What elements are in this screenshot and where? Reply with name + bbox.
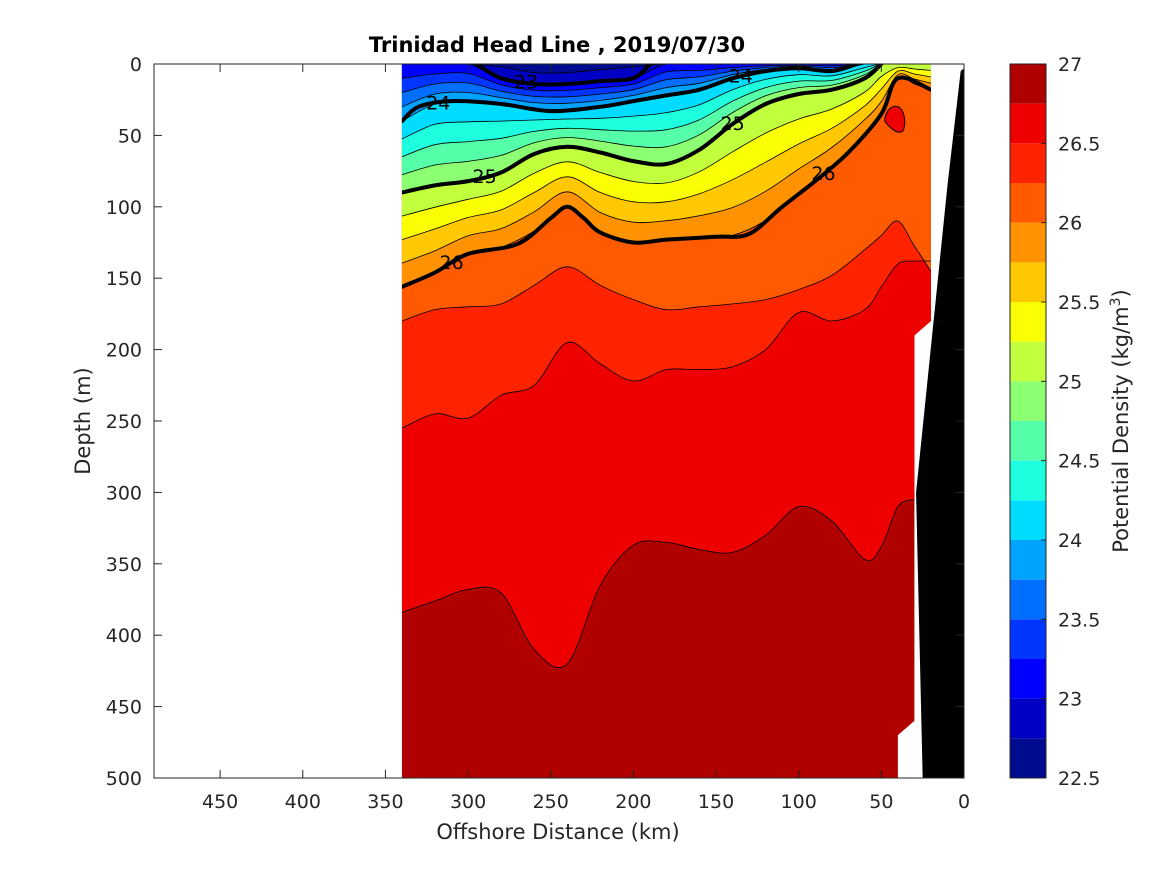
y-tick-label: 500 xyxy=(106,768,142,790)
y-tick-label: 150 xyxy=(106,268,142,290)
thin-contour-line xyxy=(401,64,931,176)
contour-labels: 23 24 24 25 25 26 26 xyxy=(426,66,835,275)
y-tick-label: 350 xyxy=(106,554,142,576)
y-tick-label: 450 xyxy=(106,697,142,719)
colorbar-swatch xyxy=(1010,143,1046,183)
x-tick-label: 300 xyxy=(450,791,486,813)
x-tick-label: 200 xyxy=(615,791,651,813)
colorbar-tick-label: 24 xyxy=(1058,530,1082,552)
contour-label-text: 24 xyxy=(426,92,450,114)
thin-contour-line xyxy=(401,69,931,240)
thin-contour-line xyxy=(401,73,931,264)
x-tick-label: 400 xyxy=(285,791,321,813)
colorbar-swatch xyxy=(1010,500,1046,540)
colorbar-tick-label: 23 xyxy=(1058,689,1082,711)
colorbar-swatch xyxy=(1010,64,1046,104)
thin-contour-line xyxy=(401,66,931,217)
thin-contour-line xyxy=(401,498,931,669)
colorbar-tick-label: 24.5 xyxy=(1058,451,1100,473)
y-tick-label: 250 xyxy=(106,411,142,433)
contour-label: 26 xyxy=(811,163,835,185)
y-tick-label: 50 xyxy=(118,125,142,147)
thin-contour-line xyxy=(401,64,931,158)
thin-contour-line xyxy=(401,64,931,92)
thin-contour-line xyxy=(401,220,931,322)
contour-label-text: 25 xyxy=(473,166,497,188)
dense-water-patch xyxy=(884,105,906,133)
thin-contour-line xyxy=(401,64,931,74)
colorbar-tick-label: 25.5 xyxy=(1058,292,1100,314)
colorbar-tick-label: 26 xyxy=(1058,213,1082,235)
labeled-contour-lines xyxy=(401,64,931,289)
contour-label-text: 25 xyxy=(721,113,745,135)
x-tick-label: 250 xyxy=(533,791,569,813)
colorbar-swatch xyxy=(1010,659,1046,699)
x-tick-label: 100 xyxy=(781,791,817,813)
colorbar-swatch xyxy=(1010,222,1046,263)
colorbar-swatch xyxy=(1010,540,1046,580)
contour-line-26 xyxy=(401,75,931,289)
colorbar-tick-label: 23.5 xyxy=(1058,609,1100,631)
chart-title: Trinidad Head Line , 2019/07/30 xyxy=(369,33,745,57)
y-tick-label: 200 xyxy=(106,340,142,362)
contour-label-text: 26 xyxy=(440,252,464,274)
contour-label-text: 26 xyxy=(811,163,835,185)
colorbar-swatch xyxy=(1010,698,1046,739)
density-band xyxy=(401,64,931,85)
colorbar-swatch xyxy=(1010,302,1046,342)
x-axis-ticks: 450 400 350 300 250 200 150 100 50 0 xyxy=(202,64,970,813)
contour-line-23 xyxy=(474,64,652,87)
thin-contour-line xyxy=(401,260,931,429)
contour-line-24 xyxy=(401,64,859,124)
y-tick-label: 0 xyxy=(130,54,142,76)
colorbar xyxy=(1009,63,1047,779)
colorbar-swatch xyxy=(1010,421,1046,461)
y-axis-label: Depth (m) xyxy=(71,367,95,474)
colorbar-label: Potential Density (kg/m3) xyxy=(1108,289,1133,553)
x-tick-label: 350 xyxy=(367,791,403,813)
contour-line-25 xyxy=(401,64,884,195)
density-band xyxy=(401,64,931,74)
contour-label-text: 24 xyxy=(729,66,753,88)
colorbar-swatch xyxy=(1010,341,1046,382)
colorbar-swatch xyxy=(1010,619,1046,659)
x-axis-label: Offshore Distance (km) xyxy=(436,820,679,844)
colorbar-swatch xyxy=(1010,460,1046,501)
x-tick-label: 150 xyxy=(698,791,734,813)
colorbar-swatch xyxy=(1010,262,1046,302)
colorbar-ticks: 27 26.5 26 25.5 25 24.5 24 23.5 23 22.5 xyxy=(1041,54,1100,790)
colorbar-frame xyxy=(1009,63,1047,779)
x-tick-label: 0 xyxy=(958,791,970,813)
colorbar-swatch xyxy=(1010,183,1046,223)
y-tick-label: 300 xyxy=(106,482,142,504)
colorbar-swatch xyxy=(1010,103,1046,144)
bathymetry-shelf xyxy=(916,68,964,778)
colorbar-swatch xyxy=(1010,579,1046,620)
contour-label: 25 xyxy=(721,113,745,135)
contour-label: 25 xyxy=(473,166,497,188)
thin-contour-line xyxy=(401,64,931,140)
thin-contour-line xyxy=(401,64,931,98)
colorbar-swatch xyxy=(1010,381,1046,421)
thin-contour-line xyxy=(401,64,931,108)
y-tick-label: 100 xyxy=(106,197,142,219)
contour-label-text: 23 xyxy=(514,72,538,94)
colorbar-tick-label: 22.5 xyxy=(1058,768,1100,790)
colorbar-swatch xyxy=(1010,738,1046,778)
contour-label: 23 xyxy=(514,72,538,94)
x-tick-label: 450 xyxy=(202,791,238,813)
contour-label: 26 xyxy=(440,252,464,274)
plot-area: 23 24 24 25 25 26 26 xyxy=(153,63,965,779)
colorbar-tick-label: 25 xyxy=(1058,371,1082,393)
colorbar-tick-label: 27 xyxy=(1058,54,1082,76)
x-tick-label: 50 xyxy=(869,791,893,813)
contour-label: 24 xyxy=(426,92,450,114)
contour-label: 24 xyxy=(729,66,753,88)
y-tick-label: 400 xyxy=(106,625,142,647)
y-axis-ticks: 0 50 100 150 200 250 300 350 400 450 500 xyxy=(106,54,964,790)
colorbar-tick-label: 26.5 xyxy=(1058,133,1100,155)
